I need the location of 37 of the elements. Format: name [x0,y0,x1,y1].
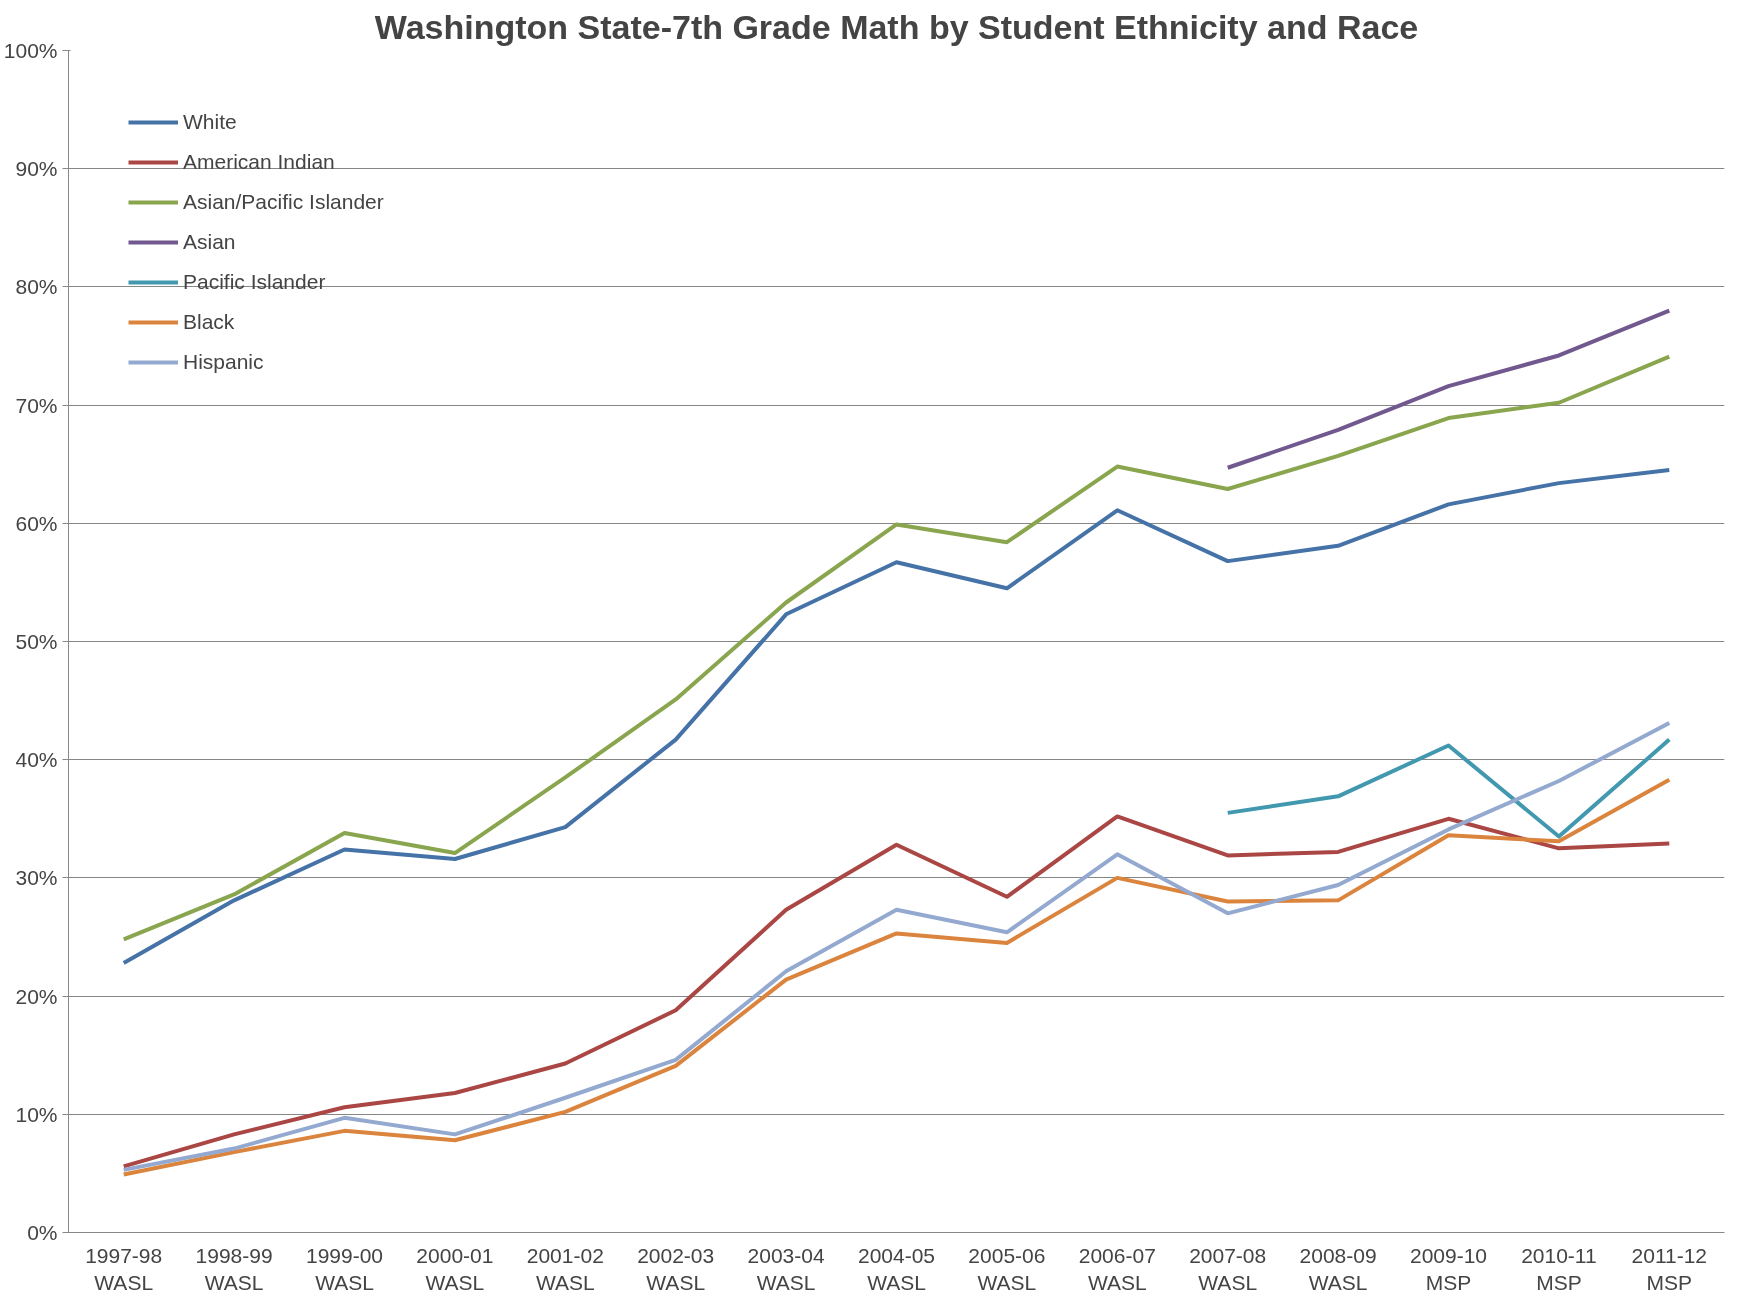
y-tick-label: 70% [15,393,58,417]
x-tick-label: 1997-98 WASL [85,1243,163,1295]
legend-label: Asian [183,230,236,254]
legend-label: Black [183,310,235,334]
line-series [121,468,1672,965]
y-tick-label: 80% [15,275,58,299]
y-tick-label: 100% [3,39,58,62]
y-tick-label: 60% [15,511,58,535]
x-tick-label: 2000-01 WASL [416,1243,494,1295]
y-tick-label: 30% [15,866,58,890]
x-tick-label: 2007-08 WASL [1189,1243,1267,1295]
y-tick-label: 20% [15,984,58,1008]
x-tick-label: 2002-03 WASL [637,1243,715,1295]
x-tick-label: 1998-99 WASL [195,1243,273,1295]
legend-label: American Indian [183,150,335,174]
y-tick-label: 90% [15,157,58,181]
x-tick-label: 2005-06 WASL [968,1243,1046,1295]
chart-title: Washington State-7th Grade Math by Student Ethnicity and Race [374,7,1419,46]
x-tick-label: 2009-10 MSP [1409,1243,1488,1295]
x-tick-label: 2008-09 WASL [1299,1243,1377,1295]
x-tick-label: 2006-07 WASL [1078,1243,1156,1295]
x-tick-label: 2004-05 WASL [857,1243,936,1295]
x-tick-label: 2001-02 WASL [526,1243,604,1295]
y-tick-label: 0% [27,1221,58,1244]
legend-label: Hispanic [183,350,264,374]
x-tick-label: 1999-00 WASL [305,1243,384,1295]
y-tick-label: 10% [15,1102,58,1126]
y-tick-label: 40% [15,748,58,772]
x-tick-label: 2010-11 MSP [1521,1243,1597,1295]
line-series [1225,308,1672,470]
y-tick-label: 50% [15,630,58,653]
x-tick-label: 2011-12 MSP [1631,1243,1708,1295]
x-tick-label: 2003-04 WASL [747,1243,825,1295]
legend-label: Asian/Pacific Islander [183,190,384,214]
line-series [121,354,1672,942]
line-series [1225,737,1672,839]
legend-label: White [183,110,237,134]
